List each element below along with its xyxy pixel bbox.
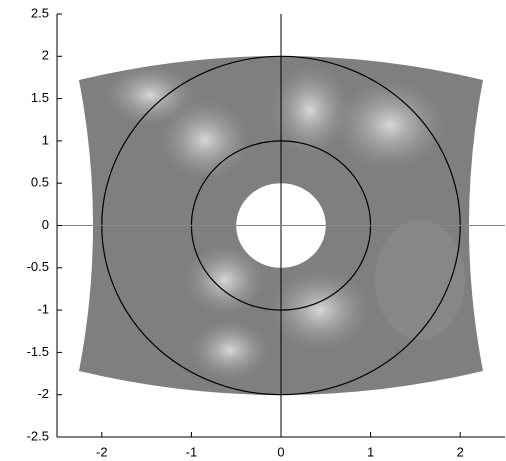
x-tick-label: -1	[186, 444, 198, 459]
x-tick-label: -2	[96, 444, 108, 459]
page: {"chart_data": {"type": "circles", "xlim…	[0, 0, 506, 461]
y-tick-label: 0	[42, 217, 49, 232]
y-tick-label: -1	[37, 302, 49, 317]
y-tick-label: 2	[42, 48, 49, 63]
x-tick-label: 2	[457, 444, 464, 459]
y-tick-label: -2.5	[27, 428, 49, 443]
y-tick-label: 1.5	[31, 90, 49, 105]
y-tick-label: 2.5	[31, 5, 49, 20]
y-tick-label: 0.5	[31, 175, 49, 190]
y-tick-label: 1	[42, 132, 49, 147]
x-tick-label: 0	[277, 444, 284, 459]
chart: -2.5 -2 -1.5 -1 -0.5 0 0.5 1 1.5 2 2.5 -2 -1 0 1 2	[0, 0, 506, 461]
y-tick-label: -1.5	[27, 344, 49, 359]
y-tick-label: -2	[37, 386, 49, 401]
y-tick-label: -0.5	[27, 259, 49, 274]
x-tick-label: 1	[367, 444, 374, 459]
